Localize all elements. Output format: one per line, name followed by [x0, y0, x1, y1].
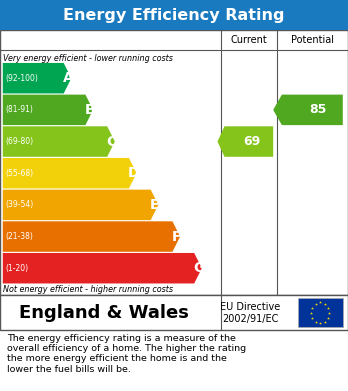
- Text: Energy Efficiency Rating: Energy Efficiency Rating: [63, 7, 285, 23]
- Bar: [298, 298, 343, 327]
- Text: A: A: [63, 71, 74, 85]
- Text: 69: 69: [244, 135, 261, 148]
- Polygon shape: [3, 190, 158, 220]
- Polygon shape: [218, 126, 273, 157]
- Text: Current: Current: [230, 35, 267, 45]
- Text: G: G: [193, 261, 205, 275]
- Text: The energy efficiency rating is a measure of the
overall efficiency of a home. T: The energy efficiency rating is a measur…: [7, 334, 246, 374]
- Text: C: C: [106, 135, 117, 149]
- Text: F: F: [172, 230, 181, 244]
- Polygon shape: [3, 63, 71, 93]
- Text: Not energy efficient - higher running costs: Not energy efficient - higher running co…: [3, 285, 173, 294]
- Polygon shape: [3, 221, 180, 252]
- Text: EU Directive
2002/91/EC: EU Directive 2002/91/EC: [220, 302, 281, 324]
- Bar: [0, 0, 348, 30]
- Text: D: D: [128, 166, 140, 180]
- Text: E: E: [150, 198, 159, 212]
- Text: (81-91): (81-91): [6, 105, 33, 115]
- Text: Potential: Potential: [291, 35, 334, 45]
- Text: Very energy efficient - lower running costs: Very energy efficient - lower running co…: [3, 54, 173, 63]
- Text: (92-100): (92-100): [6, 74, 38, 83]
- Polygon shape: [3, 158, 136, 188]
- Text: (1-20): (1-20): [6, 264, 29, 273]
- Text: (55-68): (55-68): [6, 169, 34, 178]
- Text: B: B: [85, 103, 95, 117]
- Text: (21-38): (21-38): [6, 232, 33, 241]
- Text: (69-80): (69-80): [6, 137, 34, 146]
- Text: 85: 85: [309, 103, 326, 117]
- Bar: [0, 30, 348, 295]
- Text: (39-54): (39-54): [6, 200, 34, 210]
- Polygon shape: [3, 95, 93, 125]
- Polygon shape: [273, 95, 343, 125]
- Polygon shape: [3, 126, 115, 157]
- Text: England & Wales: England & Wales: [19, 304, 189, 322]
- Polygon shape: [3, 253, 202, 283]
- Bar: [0, 295, 348, 330]
